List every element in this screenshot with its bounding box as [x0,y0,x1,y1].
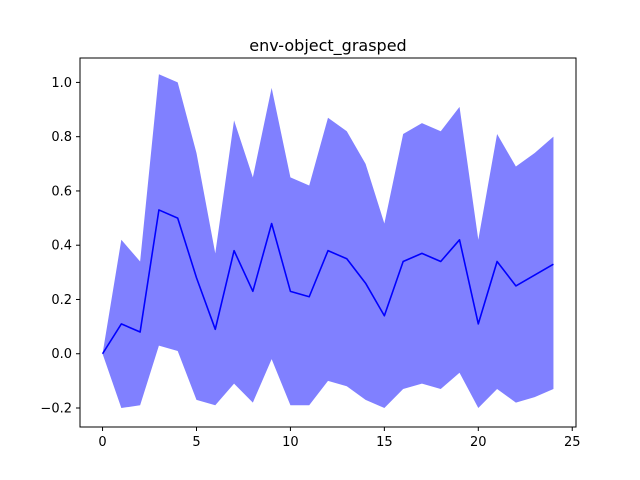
y-tick-label: 0.2 [51,293,72,308]
mean-line-0 [101,209,554,355]
x-tick-label: 15 [376,435,393,450]
chart-title: env-object_grasped [249,36,406,56]
axes-frame [79,57,577,428]
confidence-band-0 [102,74,554,409]
x-tick-label: 0 [98,435,106,450]
x-tick-label: 10 [282,435,299,450]
x-tick-label: 5 [192,435,200,450]
y-tick-label: 0.6 [51,184,72,199]
x-tick-label: 20 [470,435,487,450]
y-tick-label: 0.8 [51,130,72,145]
y-tick-label: 1.0 [51,76,72,91]
y-tick-label: 0.4 [51,239,72,254]
plot-area [101,74,554,409]
x-tick-label: 25 [564,435,581,450]
y-tick-label: 0.0 [51,347,72,362]
axes: 0 5 10 15 20 25 −0.2 0.0 0.2 0.4 0.6 0.8 1.0 [40,57,581,450]
y-tick-label: −0.2 [40,402,72,417]
